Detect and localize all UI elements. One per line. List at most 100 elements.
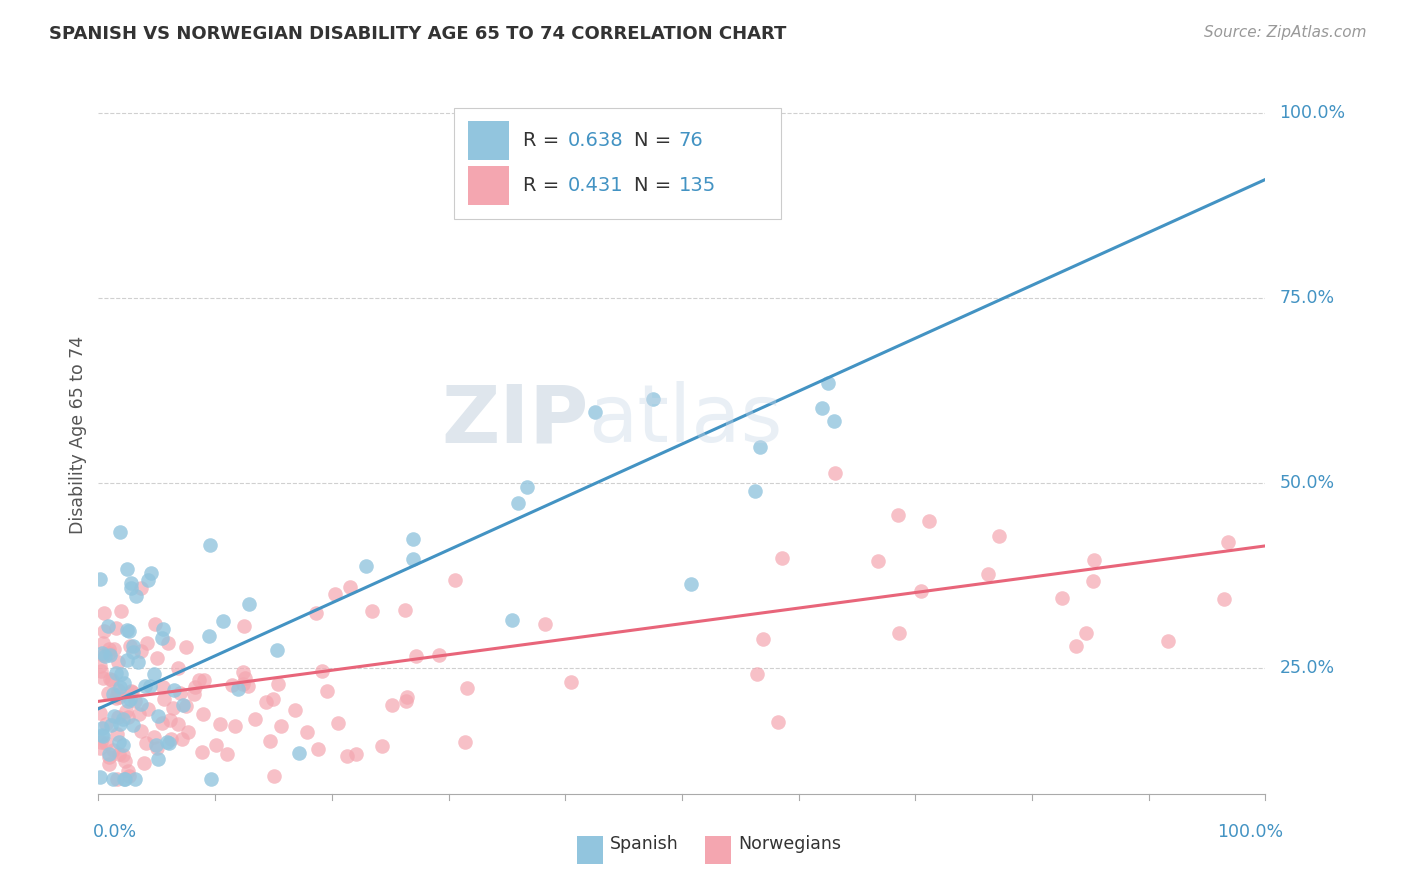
Point <box>311 664 333 678</box>
Text: Source: ZipAtlas.com: Source: ZipAtlas.com <box>1204 25 1367 40</box>
Point <box>107 682 129 697</box>
Point <box>232 665 254 680</box>
Point <box>156 735 179 749</box>
Point <box>138 574 160 588</box>
Point <box>98 648 121 663</box>
Point <box>215 747 238 762</box>
Text: 25.0%: 25.0% <box>1279 659 1334 677</box>
Point <box>112 676 135 690</box>
Point <box>371 739 394 754</box>
Point <box>988 529 1011 543</box>
Point <box>94 649 117 664</box>
Point <box>120 683 142 698</box>
Point <box>238 597 260 611</box>
Point <box>1218 534 1240 549</box>
Point <box>766 714 789 729</box>
Point <box>146 708 169 723</box>
Point <box>145 738 167 752</box>
Point <box>145 741 167 756</box>
Point <box>172 698 194 713</box>
Point <box>1064 640 1087 654</box>
Point <box>105 772 128 786</box>
Point <box>200 538 222 552</box>
Point <box>134 679 156 693</box>
Text: atlas: atlas <box>589 382 783 459</box>
Point <box>167 717 190 731</box>
Point <box>107 734 129 748</box>
Point <box>145 616 167 631</box>
Text: 50.0%: 50.0% <box>1279 474 1334 492</box>
Point <box>170 731 193 746</box>
Point <box>127 655 149 669</box>
Point <box>354 559 377 574</box>
Point <box>122 718 145 732</box>
Point <box>266 643 288 657</box>
Point <box>135 635 157 649</box>
Point <box>243 712 266 726</box>
Point <box>169 686 191 700</box>
Point <box>344 747 367 762</box>
Point <box>396 690 419 704</box>
Point <box>120 581 142 595</box>
Point <box>221 678 243 692</box>
Point <box>193 673 215 687</box>
Point <box>305 607 328 621</box>
Text: R =: R = <box>523 131 565 150</box>
Bar <box>706 836 731 863</box>
Text: 75.0%: 75.0% <box>1279 289 1334 307</box>
Point <box>323 587 346 601</box>
Point <box>453 735 475 749</box>
Point <box>236 679 259 693</box>
Point <box>129 581 152 595</box>
Point <box>107 726 129 740</box>
Point <box>98 673 121 687</box>
Point <box>307 742 329 756</box>
Point <box>141 566 163 581</box>
Point <box>112 747 135 762</box>
Point <box>516 480 538 494</box>
Text: R =: R = <box>523 177 565 195</box>
Point <box>118 691 141 706</box>
Point <box>121 684 143 698</box>
Point <box>887 508 910 522</box>
Text: 135: 135 <box>679 177 716 195</box>
Point <box>395 694 418 708</box>
Bar <box>576 836 603 863</box>
Point <box>143 666 166 681</box>
Text: N =: N = <box>634 131 678 150</box>
Bar <box>468 120 509 161</box>
Point <box>560 675 582 690</box>
Point <box>108 747 131 761</box>
Point <box>1083 553 1105 567</box>
Point <box>1157 634 1180 648</box>
Point <box>90 646 112 660</box>
Point <box>91 728 114 742</box>
Point <box>976 567 998 582</box>
Point <box>128 707 150 722</box>
Point <box>107 656 129 670</box>
Point <box>288 747 311 761</box>
Point <box>263 768 285 782</box>
Point <box>152 680 174 694</box>
Point <box>394 603 416 617</box>
Point <box>887 625 910 640</box>
Point <box>295 725 318 739</box>
Point <box>103 772 125 786</box>
Point <box>212 615 235 629</box>
Point <box>198 629 221 643</box>
Point <box>270 719 292 733</box>
Point <box>200 772 222 786</box>
Point <box>112 772 135 786</box>
Point <box>135 736 157 750</box>
Point <box>1074 625 1097 640</box>
Bar <box>468 166 509 205</box>
Point <box>115 704 138 718</box>
Point <box>501 613 523 627</box>
Point <box>101 687 124 701</box>
Point <box>174 640 197 654</box>
Point <box>824 466 846 480</box>
Point <box>108 524 131 539</box>
Point <box>643 392 665 407</box>
Point <box>748 441 770 455</box>
Point <box>259 734 281 748</box>
